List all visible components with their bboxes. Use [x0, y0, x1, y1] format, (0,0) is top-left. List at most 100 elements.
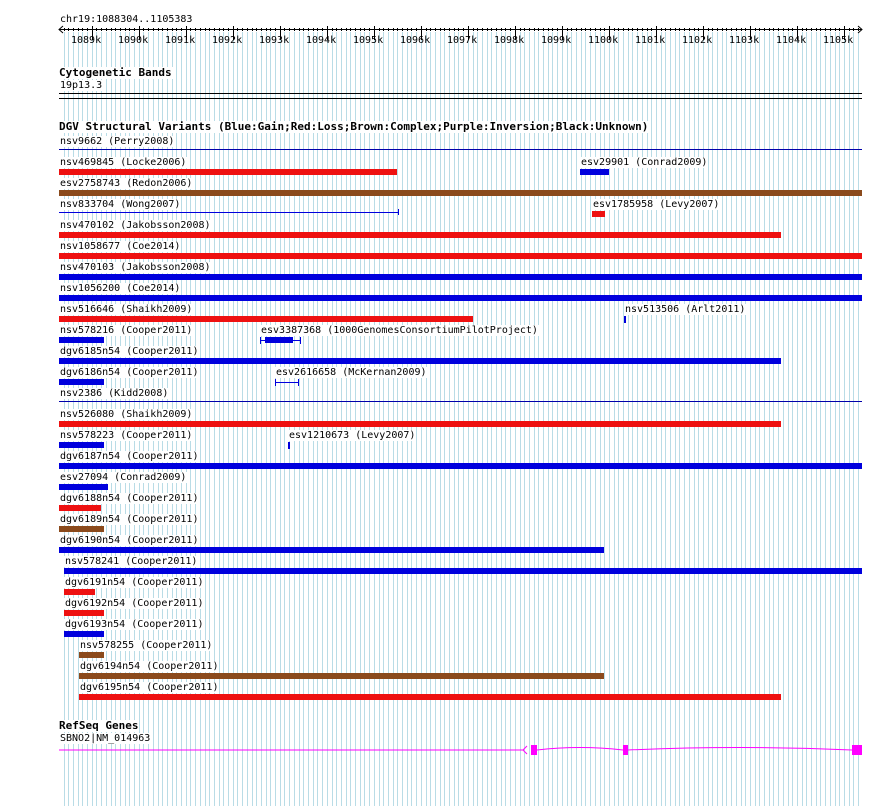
variant-label-dgv6191n54[interactable]: dgv6191n54 (Cooper2011) — [64, 577, 205, 588]
ruler-tick-label: 1098k — [494, 35, 525, 46]
ruler-tick-label: 1089k — [71, 35, 102, 46]
variant-label-dgv6193n54[interactable]: dgv6193n54 (Cooper2011) — [64, 619, 205, 630]
ruler-arrow-left — [58, 25, 64, 34]
gene-exon — [531, 745, 537, 755]
variant-label-dgv6188n54[interactable]: dgv6188n54 (Cooper2011) — [59, 493, 200, 504]
strand-arrow-icon — [522, 745, 528, 755]
variant-bar-nsv578255[interactable] — [79, 652, 104, 658]
variant-bar-nsv470103[interactable] — [59, 274, 862, 280]
variant-bar-esv27094[interactable] — [59, 484, 108, 490]
variant-label-esv2616658[interactable]: esv2616658 (McKernan2009) — [275, 367, 428, 378]
variant-bar-nsv516646[interactable] — [59, 316, 473, 322]
variant-label-nsv1056200[interactable]: nsv1056200 (Coe2014) — [59, 283, 182, 294]
variant-bar-nsv470102[interactable] — [59, 232, 781, 238]
ruler-tick-label: 1091k — [165, 35, 196, 46]
variant-bar-nsv2386[interactable] — [59, 401, 862, 402]
variant-whisker-cap — [298, 379, 299, 386]
variant-bar-dgv6191n54[interactable] — [64, 589, 95, 595]
variant-label-dgv6194n54[interactable]: dgv6194n54 (Cooper2011) — [79, 661, 220, 672]
cytobands-track-title[interactable]: Cytogenetic Bands — [58, 66, 173, 79]
variant-bar-esv2758743[interactable] — [59, 190, 862, 196]
variant-label-dgv6185n54[interactable]: dgv6185n54 (Cooper2011) — [59, 346, 200, 357]
cytoband-line-lower — [59, 98, 862, 99]
ruler-tick-label: 1090k — [118, 35, 149, 46]
ruler-tick-label: 1092k — [212, 35, 243, 46]
variant-bar-esv1785958[interactable] — [592, 211, 605, 217]
variant-label-nsv833704[interactable]: nsv833704 (Wong2007) — [59, 199, 182, 210]
variant-label-nsv578255[interactable]: nsv578255 (Cooper2011) — [79, 640, 214, 651]
variant-bar-nsv9662[interactable] — [59, 149, 862, 150]
variant-bar-dgv6190n54[interactable] — [59, 547, 604, 553]
gene-intron-line — [59, 747, 853, 751]
variant-label-esv1210673[interactable]: esv1210673 (Levy2007) — [288, 430, 417, 441]
variant-end-tick — [398, 209, 399, 215]
variant-label-dgv6190n54[interactable]: dgv6190n54 (Cooper2011) — [59, 535, 200, 546]
variant-label-nsv469845[interactable]: nsv469845 (Locke2006) — [59, 157, 188, 168]
ruler-tick-label: 1094k — [306, 35, 337, 46]
variant-label-esv1785958[interactable]: esv1785958 (Levy2007) — [592, 199, 721, 210]
ruler-tick-label: 1100k — [588, 35, 619, 46]
variant-bar-dgv6192n54[interactable] — [64, 610, 104, 616]
variant-bar-dgv6187n54[interactable] — [59, 463, 862, 469]
variant-label-nsv578216[interactable]: nsv578216 (Cooper2011) — [59, 325, 194, 336]
ruler-tick-label: 1105k — [823, 35, 854, 46]
variant-label-nsv513506[interactable]: nsv513506 (Arlt2011) — [624, 304, 747, 315]
variant-label-nsv526080[interactable]: nsv526080 (Shaikh2009) — [59, 409, 194, 420]
variant-bar-dgv6188n54[interactable] — [59, 505, 101, 511]
ruler-tick-label: 1101k — [635, 35, 666, 46]
region-label: chr19:1088304..1105383 — [59, 14, 194, 25]
ruler-tick-label: 1093k — [259, 35, 290, 46]
variant-bar-nsv833704[interactable] — [59, 212, 398, 213]
variant-bar-nsv1058677[interactable] — [59, 253, 862, 259]
variant-bar-esv1210673[interactable] — [288, 442, 290, 449]
variant-label-esv2758743[interactable]: esv2758743 (Redon2006) — [59, 178, 194, 189]
variant-label-nsv2386[interactable]: nsv2386 (Kidd2008) — [59, 388, 170, 399]
variant-whisker-cap — [300, 337, 301, 344]
variant-bar-esv3387368[interactable] — [260, 340, 300, 341]
variant-label-dgv6192n54[interactable]: dgv6192n54 (Cooper2011) — [64, 598, 205, 609]
gene-exon — [623, 745, 628, 755]
variant-bar-nsv1056200[interactable] — [59, 295, 862, 301]
variant-bar-esv29901[interactable] — [580, 169, 609, 175]
variant-bar-nsv578216[interactable] — [59, 337, 104, 343]
variant-label-dgv6186n54[interactable]: dgv6186n54 (Cooper2011) — [59, 367, 200, 378]
refseq-gene-model[interactable] — [0, 740, 890, 760]
variant-label-nsv470103[interactable]: nsv470103 (Jakobsson2008) — [59, 262, 212, 273]
variant-bar-dgv6186n54[interactable] — [59, 379, 104, 385]
variant-bar-dgv6193n54[interactable] — [64, 631, 104, 637]
variant-bar-dgv6189n54[interactable] — [59, 526, 104, 532]
variant-label-nsv1058677[interactable]: nsv1058677 (Coe2014) — [59, 241, 182, 252]
dgv-track-title[interactable]: DGV Structural Variants (Blue:Gain;Red:L… — [58, 120, 650, 133]
variant-label-nsv470102[interactable]: nsv470102 (Jakobsson2008) — [59, 220, 212, 231]
variant-label-dgv6187n54[interactable]: dgv6187n54 (Cooper2011) — [59, 451, 200, 462]
ruler-tick-label: 1096k — [400, 35, 431, 46]
ruler-tick-label: 1104k — [776, 35, 807, 46]
ruler-tick-label: 1095k — [353, 35, 384, 46]
variant-bar-nsv469845[interactable] — [59, 169, 397, 175]
variant-bar-nsv578223[interactable] — [59, 442, 104, 448]
cytoband-line — [59, 93, 862, 94]
refseq-gene-label[interactable]: SBNO2|NM_014963 — [59, 733, 152, 744]
variant-label-esv29901[interactable]: esv29901 (Conrad2009) — [580, 157, 709, 168]
variant-bar-nsv513506[interactable] — [624, 316, 626, 323]
variant-label-dgv6189n54[interactable]: dgv6189n54 (Cooper2011) — [59, 514, 200, 525]
ruler-tick-label: 1097k — [447, 35, 478, 46]
cytoband-label[interactable]: 19p13.3 — [59, 80, 104, 91]
gene-exon — [852, 745, 862, 755]
variant-label-dgv6195n54[interactable]: dgv6195n54 (Cooper2011) — [79, 682, 220, 693]
variant-bar-dgv6194n54[interactable] — [79, 673, 604, 679]
variant-bar-nsv526080[interactable] — [59, 421, 781, 427]
ruler-tick-label: 1103k — [729, 35, 760, 46]
variant-label-nsv578223[interactable]: nsv578223 (Cooper2011) — [59, 430, 194, 441]
variant-label-nsv516646[interactable]: nsv516646 (Shaikh2009) — [59, 304, 194, 315]
variant-bar-dgv6195n54[interactable] — [79, 694, 781, 700]
variant-label-nsv578241[interactable]: nsv578241 (Cooper2011) — [64, 556, 199, 567]
variant-label-nsv9662[interactable]: nsv9662 (Perry2008) — [59, 136, 176, 147]
variant-bar-nsv578241[interactable] — [64, 568, 862, 574]
variant-label-esv27094[interactable]: esv27094 (Conrad2009) — [59, 472, 188, 483]
variant-bar-dgv6185n54[interactable] — [59, 358, 781, 364]
ruler-tick-label: 1102k — [682, 35, 713, 46]
variant-label-esv3387368[interactable]: esv3387368 (1000GenomesConsortiumPilotPr… — [260, 325, 539, 336]
refseq-track-title[interactable]: RefSeq Genes — [58, 719, 140, 732]
variant-bar-esv2616658[interactable] — [275, 382, 298, 383]
